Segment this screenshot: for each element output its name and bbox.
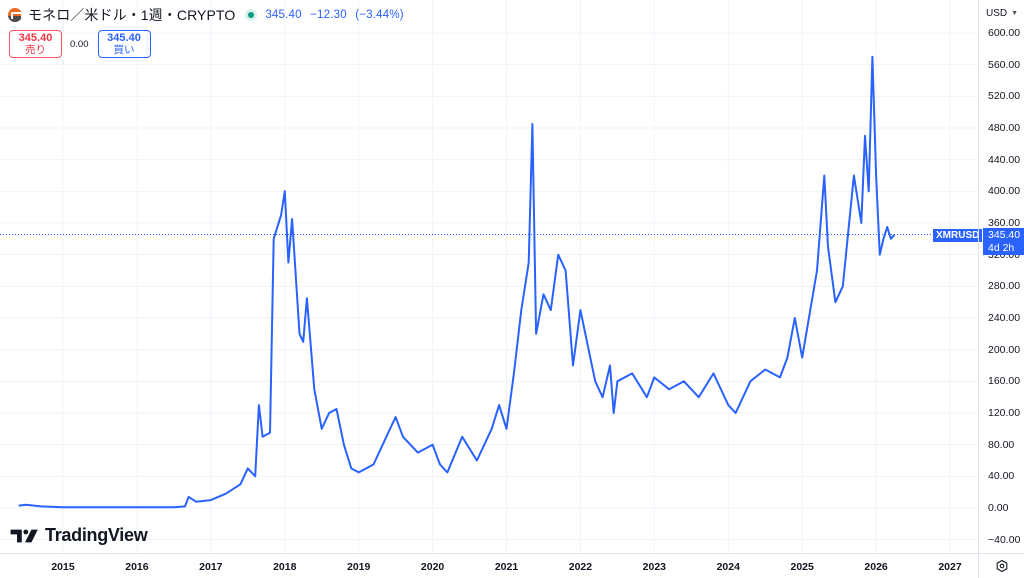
price-series-line [18, 55, 896, 509]
price-tick-label: 200.00 [988, 343, 1021, 356]
time-tick-label: 2018 [273, 561, 297, 573]
price-tick-label: −40.00 [988, 533, 1021, 546]
time-tick-label: 2022 [568, 561, 593, 573]
price-tick-label: 440.00 [988, 153, 1021, 166]
price-tick-label: 480.00 [988, 122, 1021, 134]
buy-price: 345.40 [107, 32, 141, 44]
tradingview-logo-icon [10, 529, 38, 542]
sell-price: 345.40 [18, 32, 53, 44]
currency-label: USD [985, 8, 1008, 19]
time-axis[interactable]: 2015 2016 2017 2018 2019 2020 2021 2022 2023 2024… [0, 553, 978, 578]
time-tick-label: 2027 [938, 561, 962, 573]
price-tick-label: 520.00 [988, 90, 1021, 103]
price-tick-label: 600.00 [988, 27, 1021, 39]
price-change-percent: (−3.44%) [355, 9, 404, 21]
symbol-price-line-label: XMRUSD [933, 229, 983, 242]
chart-settings-button[interactable] [978, 553, 1024, 578]
time-tick-label: 2021 [494, 561, 519, 573]
trade-panel: 345.40 売り 0.00 345.40 買い [9, 30, 151, 58]
chevron-down-icon: ▼ [1011, 10, 1019, 17]
buy-button[interactable]: 345.40 買い [97, 30, 151, 58]
symbol-title[interactable]: モネロ／米ドル・1週・CRYPTO [28, 7, 236, 23]
price-line-chart [0, 0, 978, 553]
time-tick-label: 2026 [864, 561, 888, 573]
last-price: 345.40 [265, 9, 302, 21]
current-price-value: 345.40 [988, 229, 1021, 241]
price-tick-label: 400.00 [988, 185, 1021, 198]
monero-logo-icon [8, 8, 22, 22]
market-open-status-icon[interactable] [245, 9, 258, 21]
price-tick-label: 240.00 [988, 312, 1021, 324]
chart-plot-area[interactable] [0, 0, 978, 553]
price-tick-label: 360.00 [988, 217, 1021, 229]
time-tick-label: 2023 [642, 561, 667, 573]
price-tick-label: 160.00 [988, 375, 1021, 388]
currency-selector[interactable]: USD ▼ [983, 5, 1021, 22]
tradingview-watermark[interactable]: TradingView [10, 525, 148, 546]
price-tick-label: 280.00 [988, 280, 1021, 293]
price-tick-label: 560.00 [988, 58, 1021, 71]
price-tick-label: 120.00 [988, 407, 1021, 419]
price-tick-label: 40.00 [988, 470, 1015, 483]
time-tick-label: 2017 [199, 561, 223, 573]
bar-countdown: 4d 2h [988, 241, 1015, 254]
spread-value: 0.00 [70, 38, 89, 50]
price-axis[interactable]: USD ▼ 600.00 560.00 520.00 480.00 440.00 400.… [978, 0, 1024, 553]
sell-label: 売り [25, 44, 46, 56]
time-tick-label: 2025 [790, 561, 814, 573]
current-price-label: 345.40 4d 2h [983, 228, 1024, 255]
time-tick-label: 2020 [420, 561, 445, 573]
sell-button[interactable]: 345.40 売り [9, 30, 62, 58]
symbol-header: モネロ／米ドル・1週・CRYPTO 345.40 −12.30 (−3.44%) [8, 5, 409, 25]
time-tick-label: 2019 [346, 561, 371, 573]
ohlc-quote: 345.40 −12.30 (−3.44%) [265, 9, 408, 21]
tradingview-wordmark: TradingView [45, 525, 148, 545]
buy-label: 買い [113, 44, 135, 56]
price-tick-label: 0.00 [988, 502, 1009, 514]
price-tick-label: 80.00 [988, 438, 1015, 451]
time-tick-label: 2024 [716, 561, 740, 573]
settings-hexagon-icon [996, 559, 1007, 573]
price-change: −12.30 [310, 9, 347, 21]
time-tick-label: 2015 [51, 561, 75, 573]
time-tick-label: 2016 [125, 561, 149, 573]
